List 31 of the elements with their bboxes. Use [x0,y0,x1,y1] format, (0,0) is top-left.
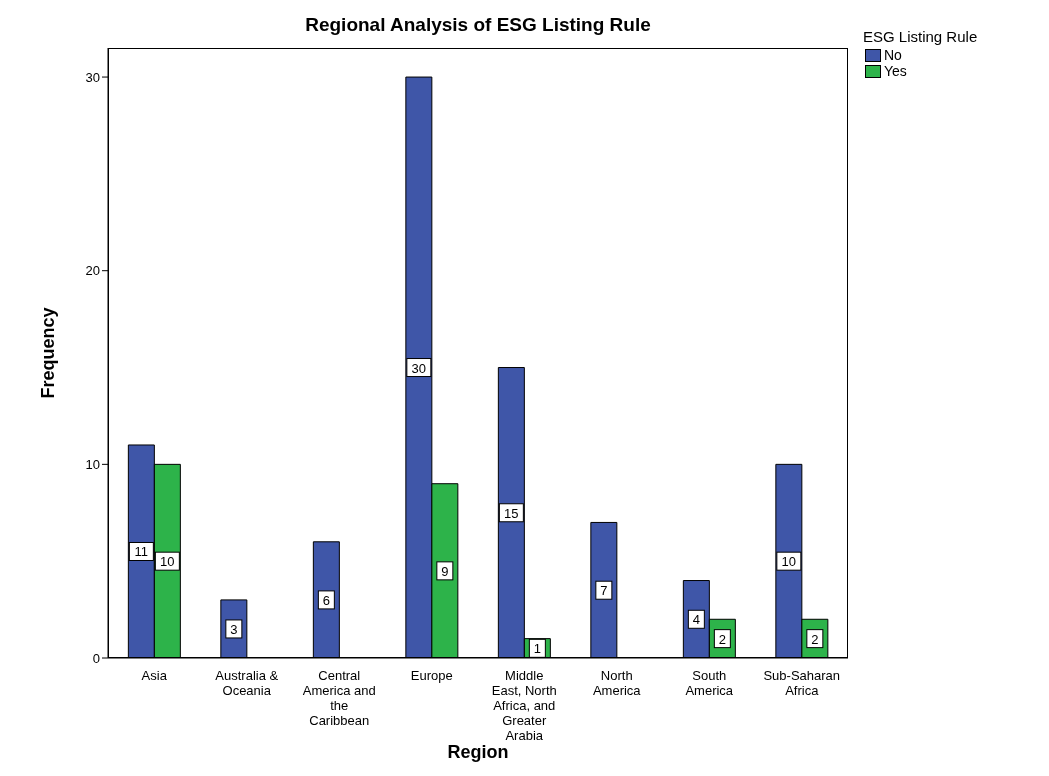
data-label: 2 [718,631,726,647]
legend-label: No [883,47,903,63]
data-label: 6 [322,592,330,608]
y-tick-label: 0 [92,650,100,666]
data-label: 11 [134,544,149,560]
data-label: 7 [600,583,608,599]
x-tick-label: Middle East, North Africa, and Greater Arabia [491,668,557,743]
data-label: 4 [692,612,700,628]
data-label: 30 [411,360,427,376]
data-label: 10 [160,554,175,570]
data-label: 10 [781,554,797,570]
x-axis-title: Region [447,742,509,762]
data-label: 9 [441,563,449,579]
x-tick-label: North America [592,668,642,698]
y-axis-title: Frequency [38,307,59,399]
x-tick-label: Australia & Oceania [215,668,279,698]
legend-title: ESG Listing Rule [863,28,978,45]
y-tick-label: 30 [85,69,100,85]
x-tick-label: Sub-Saharan Africa [763,668,841,698]
x-tick-label: Central America and the Caribbean [302,668,376,728]
legend-label: Yes [883,63,908,79]
y-tick-label: 20 [85,263,100,279]
chart-title: Regional Analysis of ESG Listing Rule [304,14,652,36]
data-label: 1 [533,641,541,657]
data-label: 2 [811,631,819,647]
x-tick-label: Europe [410,668,453,683]
data-label: 3 [230,621,238,637]
x-tick-label: South America [685,668,734,698]
data-label: 15 [504,505,519,521]
y-tick-label: 10 [85,456,100,472]
x-tick-label: Asia [141,668,168,683]
